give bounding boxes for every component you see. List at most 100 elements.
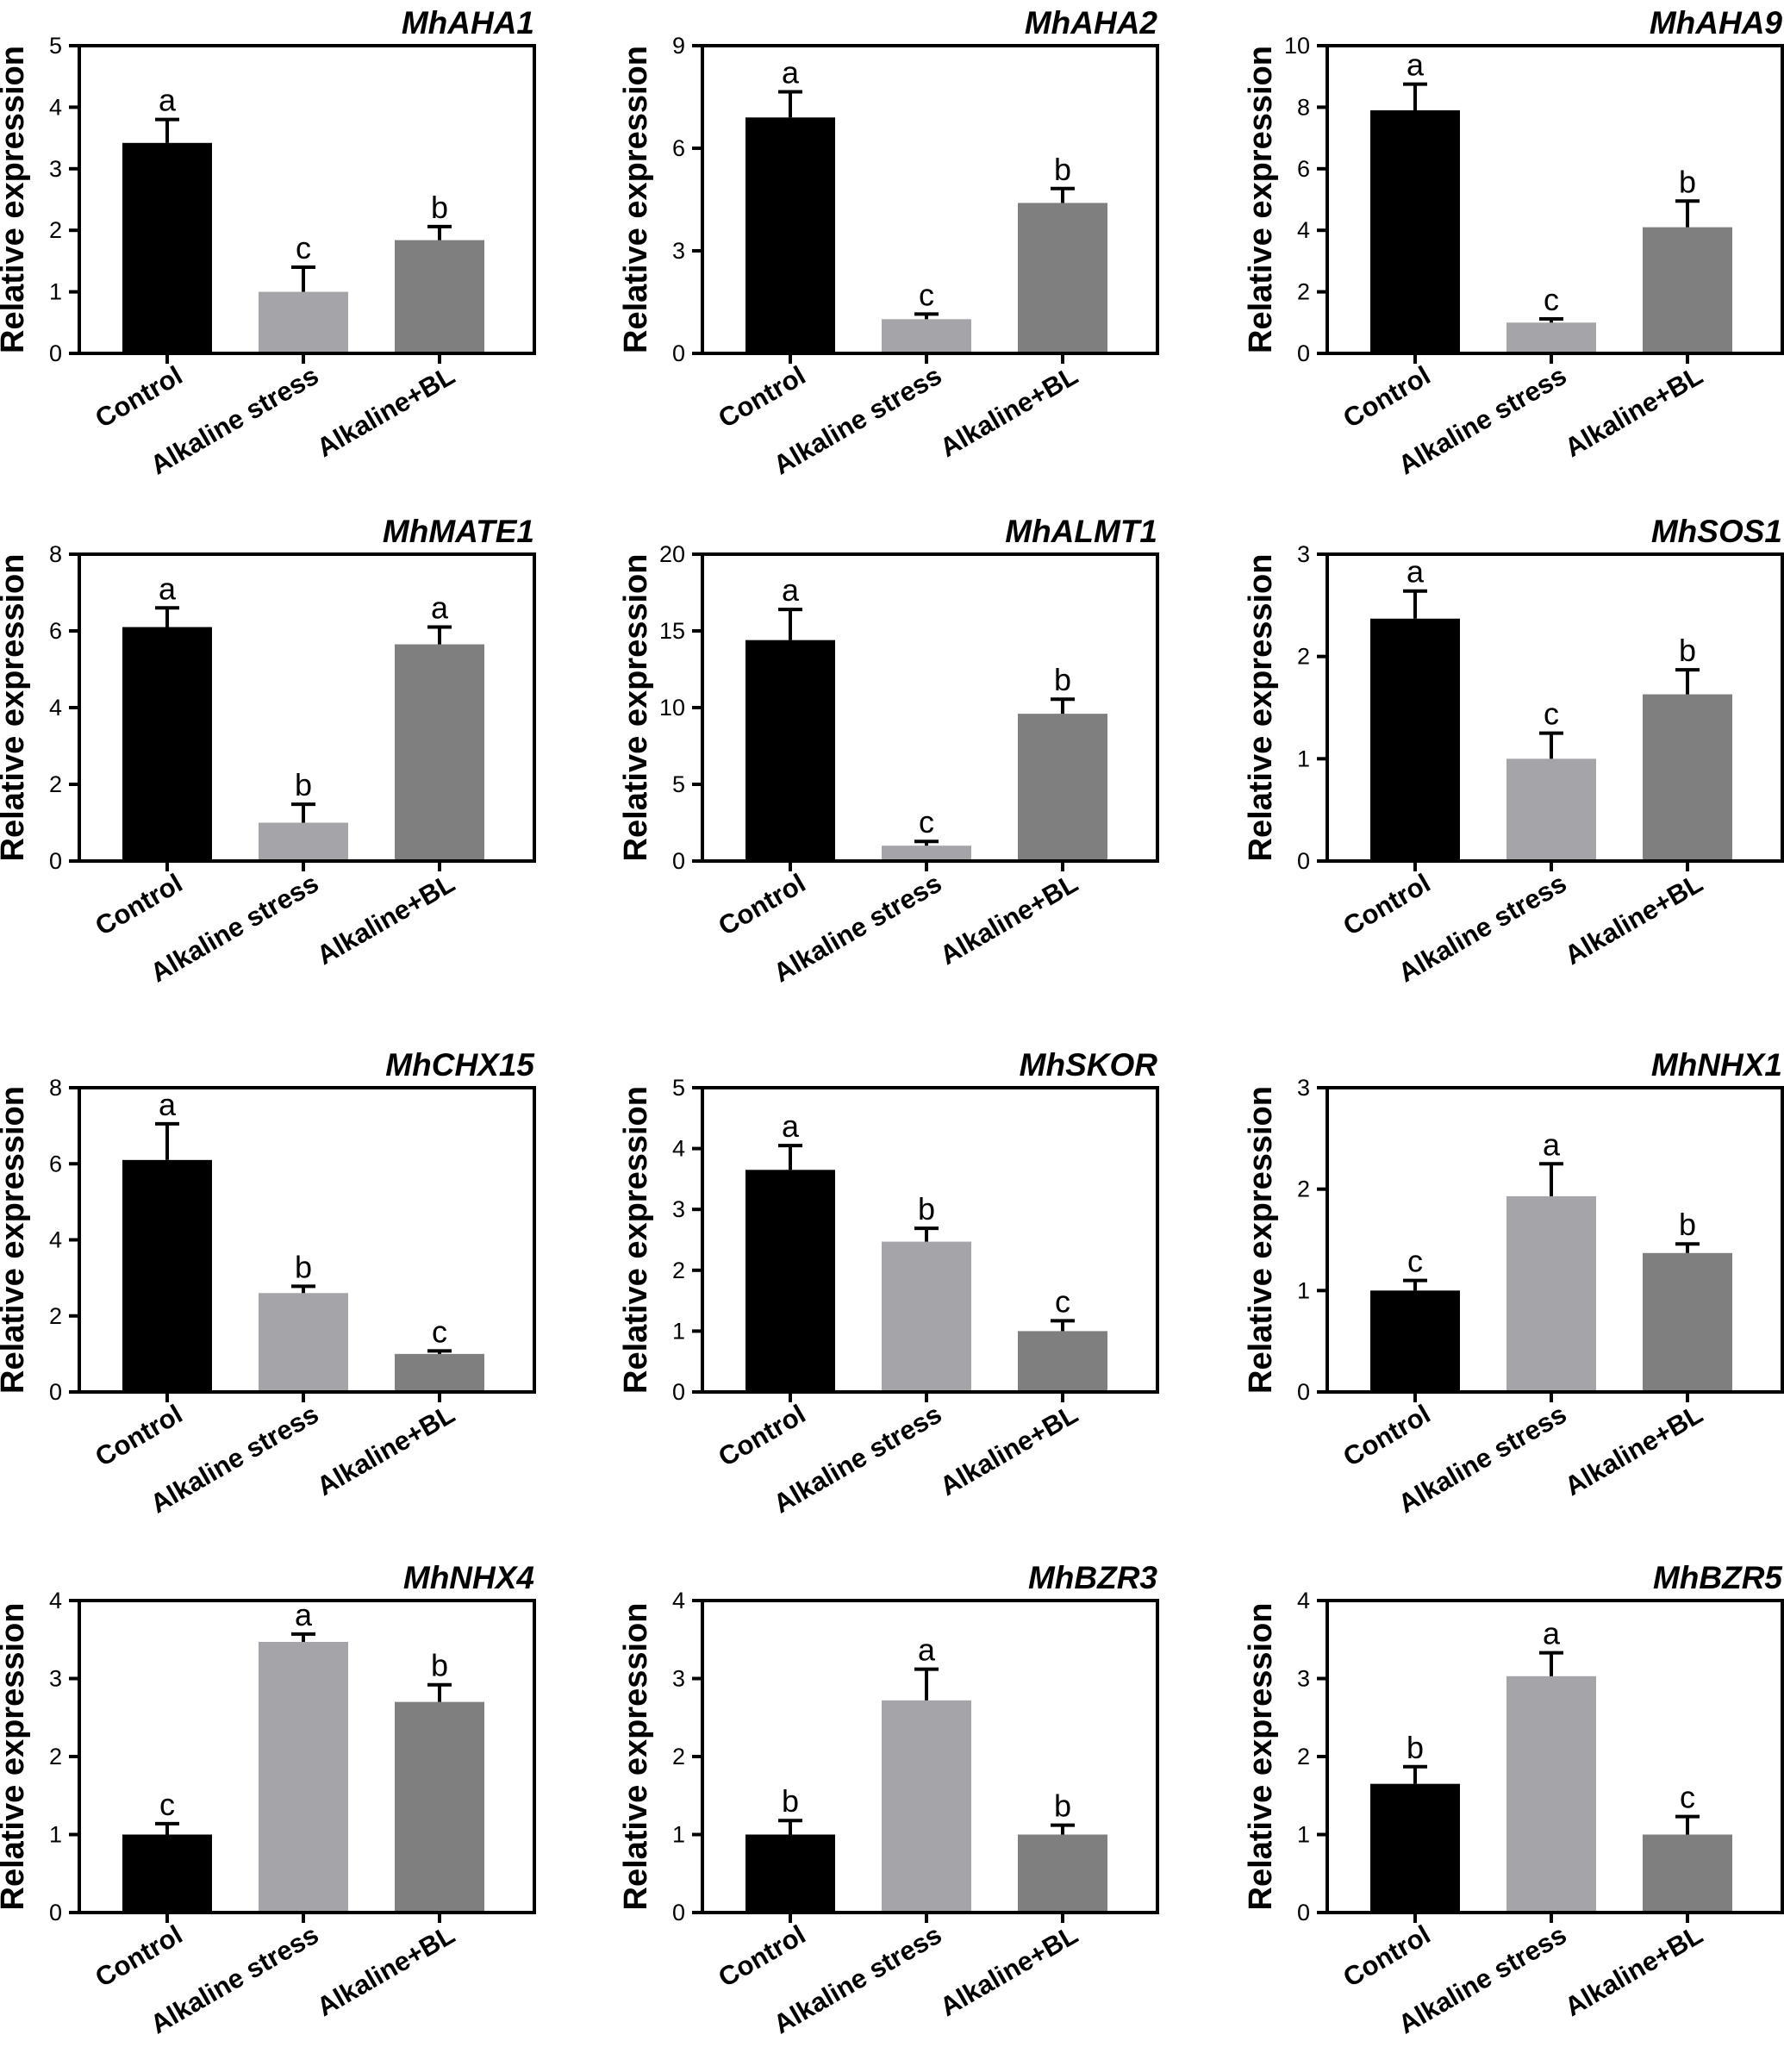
significance-letter: b [295, 1249, 312, 1284]
y-tick-label: 0 [1297, 1379, 1310, 1405]
bar-alkaline-bl [395, 644, 484, 861]
error-bar [778, 90, 802, 118]
y-tick-label: 1 [1297, 1822, 1310, 1848]
bar-alkaline-stress [882, 319, 971, 353]
y-tick-label: 0 [49, 848, 62, 874]
y-tick-label: 0 [672, 1379, 685, 1405]
y-tick-label: 10 [1284, 33, 1310, 59]
y-tick-label: 15 [659, 618, 685, 644]
error-bar [1539, 317, 1563, 323]
chart-title: MhBZR3 [1028, 1560, 1157, 1595]
error-bar [291, 1632, 315, 1642]
bar-control [122, 142, 212, 353]
y-tick-label: 3 [1297, 1075, 1310, 1101]
y-tick-label: 2 [1297, 644, 1310, 670]
error-bar [427, 224, 452, 240]
significance-letter: a [431, 590, 449, 626]
significance-letter: c [1055, 1283, 1070, 1319]
significance-letter: c [432, 1314, 447, 1349]
error-bar [914, 839, 939, 846]
y-tick-label: 0 [672, 340, 685, 366]
bar-alkaline-bl [1018, 203, 1107, 353]
y-tick-label: 3 [672, 1196, 685, 1222]
category-label: Alkaline+BL [935, 360, 1083, 463]
y-tick-label: 1 [49, 1822, 62, 1848]
bar-control [122, 1159, 212, 1392]
significance-letter: a [918, 1632, 936, 1668]
bar-alkaline-stress [882, 846, 971, 861]
error-bar [1403, 1764, 1427, 1784]
y-axis-label: Relative expression [618, 46, 654, 353]
y-tick-label: 4 [1297, 1588, 1310, 1613]
bar-control [122, 1834, 212, 1913]
significance-letter: a [782, 1108, 800, 1144]
significance-letter: a [1543, 1126, 1561, 1162]
category-label: Alkaline+BL [1560, 360, 1708, 463]
y-axis-label: Relative expression [0, 1086, 31, 1394]
error-bar [914, 312, 939, 320]
bar-alkaline-bl [1018, 1834, 1107, 1913]
bar-control [1370, 1290, 1460, 1392]
bar-alkaline-stress [259, 291, 348, 353]
y-tick-label: 4 [49, 1227, 62, 1253]
y-tick-label: 2 [1297, 1176, 1310, 1202]
y-tick-label: 0 [672, 1900, 685, 1925]
y-tick-label: 2 [672, 1258, 685, 1283]
y-axis-label: Relative expression [1243, 46, 1279, 353]
significance-letter: a [1407, 47, 1425, 83]
chart-title: MhALMT1 [1005, 514, 1157, 549]
bar-control [745, 1834, 835, 1913]
category-label: Alkaline+BL [312, 868, 460, 970]
bar-alkaline-bl [1643, 694, 1732, 861]
significance-letter: b [1054, 152, 1071, 187]
bar-alkaline-stress [1506, 1676, 1596, 1913]
significance-letter: c [919, 277, 934, 312]
error-bar [1051, 1823, 1075, 1835]
significance-letter: b [431, 1648, 448, 1683]
bar-control [1370, 618, 1460, 861]
bar-alkaline-bl [395, 240, 484, 353]
y-tick-label: 1 [672, 1822, 685, 1848]
category-label: Control [90, 868, 188, 941]
y-tick-label: 1 [1297, 1277, 1310, 1303]
category-label: Control [1338, 868, 1436, 941]
bar-alkaline-bl [1643, 227, 1732, 353]
chart-title: MhSOS1 [1651, 514, 1782, 549]
y-tick-label: 3 [49, 156, 62, 182]
error-bar [1403, 82, 1427, 110]
y-tick-label: 1 [672, 1318, 685, 1344]
significance-letter: c [919, 804, 934, 839]
y-tick-label: 3 [1297, 1666, 1310, 1692]
error-bar [778, 608, 802, 640]
significance-letter: c [1407, 1244, 1423, 1279]
error-bar [1539, 731, 1563, 759]
bar-alkaline-stress [259, 822, 348, 861]
significance-letter: b [1054, 662, 1071, 697]
significance-letter: c [1680, 1780, 1695, 1815]
error-bar [1051, 697, 1075, 715]
error-bar [1403, 589, 1427, 619]
y-tick-label: 2 [49, 771, 62, 797]
significance-letter: b [782, 1783, 799, 1819]
significance-letter: b [295, 767, 312, 802]
y-axis-label: Relative expression [1243, 554, 1279, 862]
category-label: Control [714, 360, 811, 434]
chart-title: MhNHX4 [403, 1560, 534, 1595]
error-bar [427, 625, 452, 645]
significance-letter: b [1679, 164, 1696, 199]
chart-title: MhAHA1 [402, 5, 534, 41]
y-tick-label: 3 [1297, 541, 1310, 567]
y-tick-label: 20 [659, 541, 685, 567]
chart-title: MhNHX1 [1651, 1047, 1782, 1083]
error-bar [155, 117, 179, 143]
significance-letter: a [782, 572, 800, 608]
